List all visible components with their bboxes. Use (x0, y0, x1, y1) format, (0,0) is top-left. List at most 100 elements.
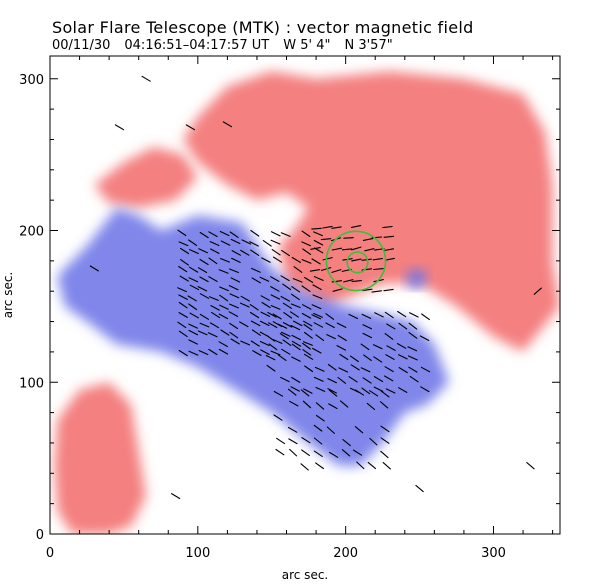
field-vector (409, 375, 419, 383)
field-vector (89, 265, 99, 272)
field-vector (240, 249, 250, 256)
field-vector (178, 294, 188, 300)
page-title: Solar Flare Telescope (MTK) : vector mag… (52, 18, 474, 37)
field-vector (282, 339, 292, 346)
field-vector (210, 248, 220, 254)
field-vector (311, 304, 322, 310)
field-vector (265, 354, 276, 361)
field-vector (197, 286, 208, 292)
field-vector (197, 330, 208, 336)
field-vector (179, 275, 189, 282)
field-vector (351, 258, 362, 262)
positive-field-region-0 (183, 71, 560, 352)
field-vector (179, 247, 190, 255)
field-vector (249, 241, 259, 247)
field-vector (369, 390, 379, 397)
field-vector (301, 437, 311, 444)
field-vector (267, 311, 277, 318)
field-vector (301, 285, 311, 292)
field-vector (321, 267, 332, 271)
obs-position-west: W 5' 4" (283, 38, 331, 53)
field-vector (259, 340, 270, 347)
field-vector (327, 378, 337, 384)
field-vector (373, 356, 383, 363)
field-vector (252, 350, 262, 356)
field-vector (385, 354, 395, 360)
field-vector (408, 332, 418, 339)
field-vector (415, 484, 424, 493)
field-vector (380, 450, 389, 459)
field-vector (303, 323, 313, 331)
field-vector (309, 269, 321, 272)
field-vector (360, 367, 371, 373)
field-vector (328, 451, 339, 458)
positive-field-region-1 (94, 147, 198, 208)
negative-field-region-3 (57, 207, 450, 466)
field-vector (356, 461, 365, 470)
field-vector (240, 340, 251, 346)
field-vector (336, 322, 347, 328)
obs-position-north: N 3'57" (344, 38, 393, 53)
field-vector (302, 341, 313, 346)
field-vector (228, 311, 239, 317)
field-vector (301, 259, 312, 264)
field-vector (364, 248, 375, 252)
field-vector (199, 276, 209, 283)
field-vector (313, 312, 323, 318)
field-vector (218, 341, 228, 348)
field-vector (188, 329, 199, 336)
field-vector (326, 334, 336, 340)
field-vector (282, 283, 292, 291)
field-vector (384, 257, 395, 261)
field-vector (384, 311, 394, 319)
field-vector (290, 386, 300, 392)
field-vector (229, 231, 239, 238)
field-vector (291, 376, 301, 383)
field-vector (177, 287, 187, 293)
field-vector (328, 403, 338, 410)
field-vector (188, 277, 199, 283)
field-vector (189, 249, 199, 255)
field-vector (302, 349, 312, 356)
field-vector (303, 388, 313, 394)
field-vector (382, 225, 393, 229)
field-vector (292, 320, 303, 327)
field-vector (178, 265, 188, 273)
field-vector (230, 277, 241, 283)
field-vector (280, 331, 291, 337)
x-tick-label: 300 (481, 546, 506, 561)
field-vector (228, 285, 239, 291)
field-vector (315, 414, 325, 422)
field-vector (380, 425, 390, 433)
field-vector (280, 295, 291, 302)
field-vector (332, 288, 343, 292)
field-vector (384, 333, 394, 340)
field-vector (313, 239, 324, 246)
field-vector (362, 324, 373, 330)
field-vector (251, 277, 261, 284)
field-vector (341, 248, 353, 251)
field-vector (270, 350, 281, 356)
field-vector (380, 437, 390, 444)
field-vector (261, 257, 271, 263)
observation-info: 00/11/30 04:16:51–04:17:57 UT W 5' 4" N 3'5… (52, 38, 407, 53)
field-vector (313, 450, 323, 457)
field-vector (352, 449, 363, 456)
field-vector (266, 334, 276, 342)
field-vector (188, 239, 198, 246)
field-vector (396, 343, 407, 349)
field-vector (291, 334, 301, 341)
field-vector (386, 345, 396, 351)
field-vector (303, 276, 314, 283)
field-vector (270, 286, 280, 292)
field-vector (383, 248, 395, 252)
field-vector (219, 304, 229, 310)
field-vector (208, 348, 218, 356)
field-vector (325, 313, 335, 320)
field-vector (199, 231, 209, 239)
field-vector (189, 284, 200, 291)
field-vector (292, 278, 303, 283)
negative-field-region-4 (404, 266, 429, 289)
field-vector (339, 400, 349, 408)
